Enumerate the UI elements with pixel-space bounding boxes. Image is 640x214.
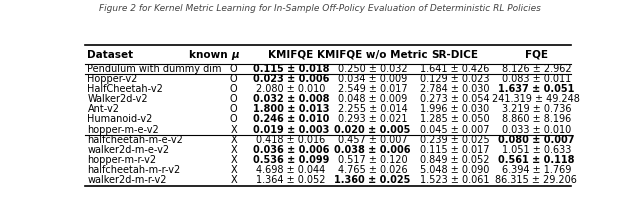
Text: 0.019 ± 0.003: 0.019 ± 0.003 (253, 125, 329, 135)
Text: 0.034 ± 0.009: 0.034 ± 0.009 (338, 74, 407, 84)
Text: 2.255 ± 0.014: 2.255 ± 0.014 (338, 104, 408, 114)
Text: 1.051 ± 0.633: 1.051 ± 0.633 (502, 145, 571, 155)
Text: 2.080 ± 0.010: 2.080 ± 0.010 (256, 84, 326, 94)
Text: 2.549 ± 0.017: 2.549 ± 0.017 (338, 84, 408, 94)
Text: 5.048 ± 0.090: 5.048 ± 0.090 (420, 165, 489, 175)
Text: SR-DICE: SR-DICE (431, 49, 478, 59)
Text: 3.219 ± 0.736: 3.219 ± 0.736 (502, 104, 571, 114)
Text: 0.083 ± 0.011: 0.083 ± 0.011 (502, 74, 571, 84)
Text: 0.038 ± 0.006: 0.038 ± 0.006 (334, 145, 411, 155)
Text: Ant-v2: Ant-v2 (88, 104, 120, 114)
Text: Figure 2 for Kernel Metric Learning for In-Sample Off-Policy Evaluation of Deter: Figure 2 for Kernel Metric Learning for … (99, 4, 541, 13)
Text: Hopper-v2: Hopper-v2 (88, 74, 138, 84)
Text: Humanoid-v2: Humanoid-v2 (88, 114, 153, 125)
Text: 86.315 ± 29.206: 86.315 ± 29.206 (495, 175, 577, 186)
Text: 241.319 ± 49.248: 241.319 ± 49.248 (492, 94, 580, 104)
Text: 0.023 ± 0.006: 0.023 ± 0.006 (253, 74, 329, 84)
Text: 1.800 ± 0.013: 1.800 ± 0.013 (253, 104, 329, 114)
Text: 0.273 ± 0.054: 0.273 ± 0.054 (420, 94, 490, 104)
Text: 0.045 ± 0.007: 0.045 ± 0.007 (420, 125, 489, 135)
Text: 0.032 ± 0.008: 0.032 ± 0.008 (253, 94, 329, 104)
Text: 0.115 ± 0.017: 0.115 ± 0.017 (420, 145, 489, 155)
Text: X: X (230, 175, 237, 186)
Text: X: X (230, 125, 237, 135)
Text: 0.129 ± 0.023: 0.129 ± 0.023 (420, 74, 489, 84)
Text: 4.765 ± 0.026: 4.765 ± 0.026 (338, 165, 408, 175)
Text: 1.523 ± 0.061: 1.523 ± 0.061 (420, 175, 489, 186)
Text: 0.246 ± 0.010: 0.246 ± 0.010 (253, 114, 329, 125)
Text: HalfCheetah-v2: HalfCheetah-v2 (88, 84, 163, 94)
Text: 0.561 ± 0.118: 0.561 ± 0.118 (498, 155, 575, 165)
Text: 6.394 ± 1.769: 6.394 ± 1.769 (502, 165, 571, 175)
Text: X: X (230, 165, 237, 175)
Text: 0.080 ± 0.007: 0.080 ± 0.007 (498, 135, 575, 145)
Text: halfcheetah-m-r-v2: halfcheetah-m-r-v2 (88, 165, 180, 175)
Text: known: known (189, 49, 231, 59)
Text: 0.033 ± 0.010: 0.033 ± 0.010 (502, 125, 571, 135)
Text: 0.293 ± 0.021: 0.293 ± 0.021 (338, 114, 408, 125)
Text: O: O (230, 84, 237, 94)
Text: 0.517 ± 0.120: 0.517 ± 0.120 (338, 155, 408, 165)
Text: Walker2d-v2: Walker2d-v2 (88, 94, 148, 104)
Text: hopper-m-e-v2: hopper-m-e-v2 (88, 125, 159, 135)
Text: hopper-m-r-v2: hopper-m-r-v2 (88, 155, 157, 165)
Text: O: O (230, 94, 237, 104)
Text: 1.996 ± 0.030: 1.996 ± 0.030 (420, 104, 489, 114)
Text: FQE: FQE (525, 49, 548, 59)
Text: 1.641 ± 0.426: 1.641 ± 0.426 (420, 64, 489, 74)
Text: walker2d-m-e-v2: walker2d-m-e-v2 (88, 145, 170, 155)
Text: 2.784 ± 0.030: 2.784 ± 0.030 (420, 84, 489, 94)
Text: 0.020 ± 0.005: 0.020 ± 0.005 (335, 125, 411, 135)
Text: Pendulum with dummy dim: Pendulum with dummy dim (88, 64, 222, 74)
Text: 0.536 ± 0.099: 0.536 ± 0.099 (253, 155, 329, 165)
Text: O: O (230, 114, 237, 125)
Text: 1.285 ± 0.050: 1.285 ± 0.050 (420, 114, 490, 125)
Text: 4.698 ± 0.044: 4.698 ± 0.044 (256, 165, 325, 175)
Text: 0.239 ± 0.025: 0.239 ± 0.025 (420, 135, 490, 145)
Text: Dataset: Dataset (88, 49, 134, 59)
Text: 0.849 ± 0.052: 0.849 ± 0.052 (420, 155, 489, 165)
Text: 0.457 ± 0.007: 0.457 ± 0.007 (338, 135, 408, 145)
Text: halfcheetah-m-e-v2: halfcheetah-m-e-v2 (88, 135, 183, 145)
Text: 8.860 ± 8.196: 8.860 ± 8.196 (502, 114, 571, 125)
Text: KMIFQE: KMIFQE (268, 49, 314, 59)
Text: 1.360 ± 0.025: 1.360 ± 0.025 (335, 175, 411, 186)
Text: 8.126 ± 2.962: 8.126 ± 2.962 (502, 64, 571, 74)
Text: X: X (230, 145, 237, 155)
Text: walker2d-m-r-v2: walker2d-m-r-v2 (88, 175, 167, 186)
Text: 0.036 ± 0.006: 0.036 ± 0.006 (253, 145, 329, 155)
Text: 0.418 ± 0.016: 0.418 ± 0.016 (256, 135, 325, 145)
Text: O: O (230, 74, 237, 84)
Text: O: O (230, 64, 237, 74)
Text: μ: μ (231, 49, 239, 59)
Text: X: X (230, 135, 237, 145)
Text: X: X (230, 155, 237, 165)
Text: 0.048 ± 0.009: 0.048 ± 0.009 (338, 94, 407, 104)
Text: 0.115 ± 0.018: 0.115 ± 0.018 (253, 64, 329, 74)
Text: 0.250 ± 0.032: 0.250 ± 0.032 (338, 64, 408, 74)
Text: KMIFQE w/o Metric: KMIFQE w/o Metric (317, 49, 428, 59)
Text: 1.364 ± 0.052: 1.364 ± 0.052 (256, 175, 326, 186)
Text: O: O (230, 104, 237, 114)
Text: 1.637 ± 0.051: 1.637 ± 0.051 (498, 84, 575, 94)
